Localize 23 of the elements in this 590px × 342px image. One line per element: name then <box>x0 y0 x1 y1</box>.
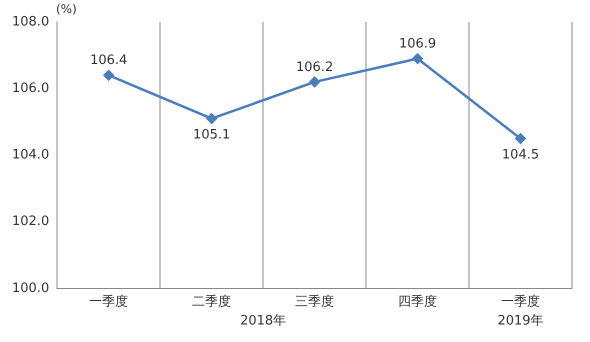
data-label: 105.1 <box>193 127 230 142</box>
point <box>515 133 526 144</box>
y-axis-title: (%) <box>56 2 77 16</box>
point <box>103 70 114 81</box>
point <box>309 76 320 88</box>
y-tick-label: 104.0 <box>12 148 50 163</box>
x-tick-label: 二季度 <box>192 294 232 310</box>
text: 2018年 <box>240 313 286 328</box>
point <box>206 113 217 124</box>
point <box>412 53 423 64</box>
data-label: 106.4 <box>90 53 128 68</box>
x-tick-label: 一季度 <box>89 294 128 310</box>
y-tick-label: 106.0 <box>12 80 50 96</box>
data-label: 106.2 <box>296 60 334 75</box>
text: 2019年 <box>497 313 544 328</box>
y-tick-label: 102.0 <box>12 214 50 230</box>
x-tick-label: 三季度 <box>295 294 334 310</box>
x-tick-label: 四季度 <box>398 294 438 310</box>
x-tick-label: 一季度 <box>501 294 540 310</box>
y-tick-label: 108.0 <box>12 14 50 30</box>
y-tick-label: 100.0 <box>12 280 50 296</box>
data-label: 106.9 <box>398 36 436 52</box>
data-label: 104.5 <box>502 147 540 162</box>
